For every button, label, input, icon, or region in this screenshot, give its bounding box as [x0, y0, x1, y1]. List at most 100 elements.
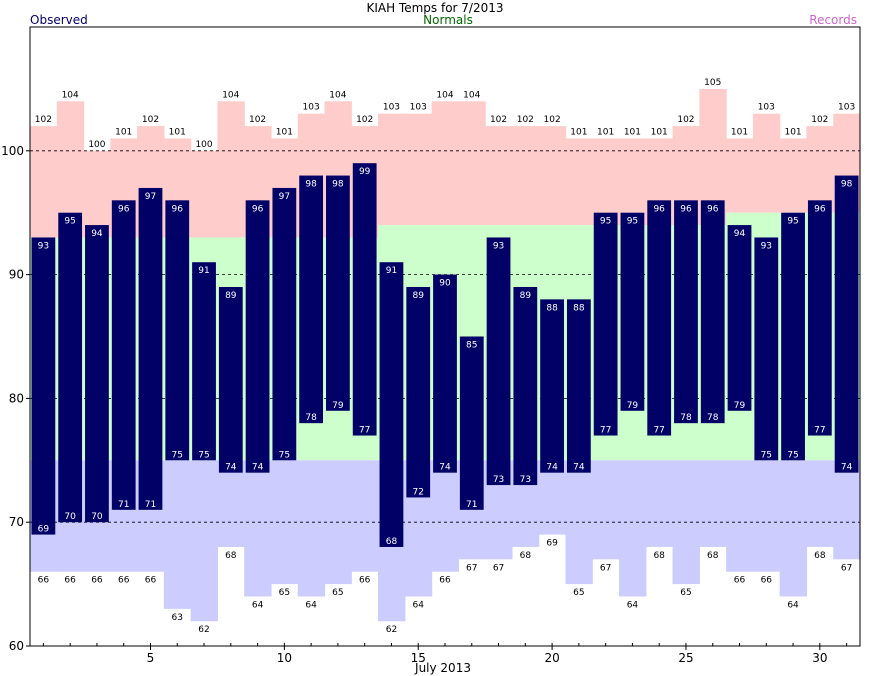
record-low-label: 68: [225, 551, 237, 561]
observed-low-label: 79: [734, 401, 746, 411]
observed-low-label: 75: [761, 450, 772, 460]
observed-high-label: 97: [279, 192, 290, 202]
observed-bar: [272, 187, 297, 461]
observed-bar: [647, 200, 672, 436]
record-high-band: [431, 101, 459, 226]
observed-high-label: 96: [814, 204, 826, 214]
record-high-label: 102: [490, 115, 507, 125]
observed-low-label: 75: [787, 450, 798, 460]
observed-bar: [379, 262, 404, 547]
observed-high-label: 98: [332, 180, 344, 190]
record-high-label: 101: [115, 127, 132, 137]
record-low-label: 65: [680, 588, 691, 598]
x-tick-label: 15: [411, 651, 426, 665]
y-axis: 60 70 80 90 100: [1, 144, 30, 653]
record-high-band: [726, 138, 754, 213]
x-axis: 5 10 15 20 25 30: [42, 643, 848, 665]
record-low-band: [431, 460, 459, 572]
record-low-label: 68: [814, 551, 826, 561]
record-high-label: 102: [544, 115, 561, 125]
record-low-label: 68: [707, 551, 719, 561]
legend-normals: Normals: [423, 13, 473, 27]
observed-low-label: 71: [145, 500, 156, 510]
record-low-label: 66: [64, 576, 76, 586]
observed-bar: [513, 286, 538, 486]
y-tick-label: 70: [9, 515, 24, 529]
observed-high-label: 89: [412, 291, 424, 301]
record-low-label: 64: [412, 600, 424, 610]
observed-low-label: 77: [814, 426, 825, 436]
observed-bar: [727, 225, 752, 411]
record-low-label: 66: [734, 576, 746, 586]
observed-high-label: 93: [493, 241, 504, 251]
observed-bar: [138, 187, 163, 510]
record-low-label: 65: [332, 588, 343, 598]
observed-high-label: 96: [118, 204, 130, 214]
observed-low-label: 74: [252, 463, 264, 473]
observed-bar: [111, 200, 136, 510]
observed-high-label: 95: [64, 217, 75, 227]
chart-title: KIAH Temps for 7/2013: [366, 1, 503, 15]
x-tick-label: 30: [812, 651, 827, 665]
record-high-band: [485, 126, 513, 226]
y-tick-label: 90: [9, 268, 24, 282]
record-high-label: 102: [811, 115, 828, 125]
record-low-label: 64: [787, 600, 799, 610]
record-low-band: [806, 460, 834, 547]
record-low-label: 66: [118, 576, 130, 586]
y-tick-label: 80: [9, 391, 24, 405]
record-high-label: 103: [758, 103, 775, 113]
record-low-band: [833, 460, 861, 560]
record-low-band: [351, 460, 379, 572]
observed-low-label: 70: [91, 512, 103, 522]
observed-high-label: 91: [198, 266, 209, 276]
record-high-band: [217, 101, 245, 238]
record-low-label: 67: [493, 563, 504, 573]
observed-bar: [781, 212, 805, 461]
observed-bar: [566, 299, 591, 473]
record-low-label: 68: [653, 551, 665, 561]
record-high-band: [190, 150, 219, 238]
observed-low-label: 71: [466, 500, 477, 510]
observed-low-label: 74: [225, 463, 237, 473]
record-high-label: 105: [704, 78, 721, 88]
observed-high-label: 96: [707, 204, 719, 214]
record-low-label: 65: [279, 588, 290, 598]
observed-low-label: 75: [172, 450, 183, 460]
observed-bar: [459, 336, 484, 510]
record-high-label: 102: [677, 115, 694, 125]
record-high-label: 101: [624, 127, 641, 137]
record-high-band: [592, 138, 620, 226]
observed-bars: [31, 163, 859, 547]
x-tick-label: 5: [147, 651, 155, 665]
record-high-label: 103: [383, 103, 400, 113]
record-high-label: 101: [651, 127, 668, 137]
observed-bar: [700, 200, 725, 424]
record-low-band: [592, 460, 620, 560]
record-high-label: 101: [731, 127, 748, 137]
record-high-label: 104: [329, 90, 346, 100]
observed-bar: [807, 200, 832, 436]
record-high-label: 102: [517, 115, 534, 125]
observed-high-label: 93: [761, 241, 772, 251]
record-low-label: 65: [573, 588, 584, 598]
observed-bar: [299, 175, 324, 424]
observed-low-label: 74: [573, 463, 585, 473]
record-low-band: [645, 460, 674, 547]
observed-low-label: 73: [520, 475, 531, 485]
observed-bar: [165, 200, 190, 461]
record-low-label: 67: [841, 563, 852, 573]
observed-high-label: 91: [386, 266, 397, 276]
record-low-label: 66: [359, 576, 371, 586]
observed-bar: [58, 212, 83, 523]
record-low-label: 66: [91, 576, 103, 586]
record-high-label: 100: [195, 140, 212, 150]
observed-high-label: 97: [145, 192, 156, 202]
observed-low-label: 77: [359, 426, 370, 436]
observed-bar: [486, 237, 511, 486]
record-high-label: 101: [276, 127, 293, 137]
observed-high-label: 99: [359, 167, 371, 177]
observed-high-label: 90: [439, 279, 451, 289]
legend-observed: Observed: [30, 13, 88, 27]
